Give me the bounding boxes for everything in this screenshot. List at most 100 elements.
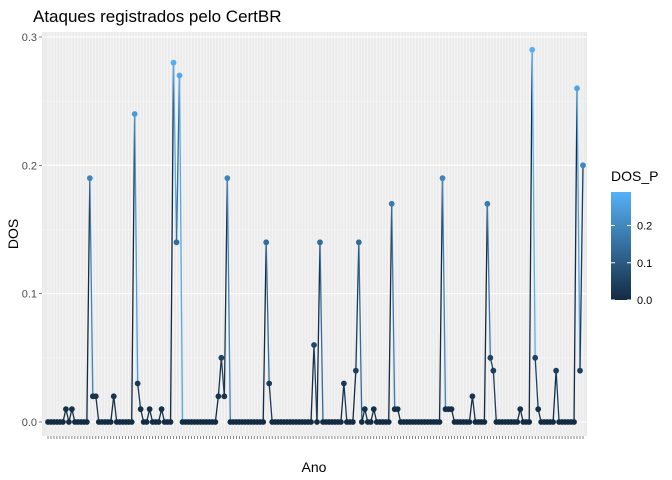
- line-segment: [492, 370, 497, 423]
- legend-ticks: 0.0 0.1 0.2: [611, 221, 652, 307]
- data-point: [338, 419, 344, 425]
- line-segment: [486, 203, 491, 358]
- data-point: [92, 393, 99, 400]
- line-segment: [268, 383, 273, 423]
- x-axis-ticks: [47, 436, 584, 439]
- data-point: [481, 419, 488, 425]
- data-point: [490, 367, 497, 374]
- data-point: [158, 406, 165, 413]
- line-segment: [319, 242, 324, 423]
- data-point: [176, 72, 183, 79]
- data-point: [484, 200, 491, 207]
- data-point: [66, 419, 72, 425]
- data-point: [370, 406, 377, 413]
- line-segment: [471, 396, 477, 423]
- y-tick-label: 0.3: [22, 32, 37, 44]
- line-segment: [217, 357, 223, 397]
- line-segment: [483, 203, 489, 423]
- data-point: [143, 419, 150, 425]
- data-point: [550, 419, 557, 425]
- data-point: [574, 85, 580, 92]
- chart-title: Ataques registrados pelo CertBR: [33, 7, 282, 26]
- data-point: [215, 393, 222, 400]
- line-segment: [131, 113, 136, 423]
- data-point: [155, 419, 162, 425]
- line-segment: [214, 396, 220, 423]
- line-segment: [178, 75, 184, 423]
- data-point: [212, 419, 219, 425]
- line-segment: [113, 396, 118, 423]
- data-point: [224, 175, 231, 182]
- line-segment: [89, 178, 94, 397]
- y-tick-label: 0.1: [22, 289, 37, 301]
- legend-tick-label: 0.0: [637, 295, 652, 307]
- data-point: [167, 419, 174, 425]
- data-point: [314, 419, 320, 425]
- data-point: [580, 162, 586, 169]
- data-point: [388, 200, 395, 207]
- data-point: [69, 406, 75, 413]
- legend-title: DOS_P: [611, 168, 658, 184]
- data-point: [340, 380, 347, 387]
- line-segment: [175, 75, 181, 243]
- data-point: [260, 419, 267, 425]
- y-tick-label: 0.2: [22, 160, 37, 172]
- line-segment: [531, 49, 536, 358]
- y-tick-label: 0.0: [22, 417, 37, 429]
- line-segment: [262, 242, 267, 423]
- line-segment: [528, 49, 533, 423]
- line-segment: [576, 88, 581, 371]
- x-axis-title: Ano: [302, 459, 327, 475]
- line-segment: [265, 242, 270, 384]
- line-segment: [134, 113, 139, 384]
- legend-colorbar: [611, 192, 631, 300]
- data-point: [448, 406, 455, 413]
- line-segment: [316, 242, 321, 423]
- data-point: [134, 380, 141, 387]
- line-segment: [579, 165, 584, 371]
- line-segment: [86, 178, 91, 423]
- data-point: [553, 367, 560, 374]
- data-point: [308, 419, 314, 425]
- data-point: [137, 406, 144, 413]
- data-point: [128, 419, 135, 425]
- data-point: [263, 239, 270, 246]
- line-segment: [352, 370, 357, 423]
- data-point: [131, 111, 138, 117]
- line-segment: [223, 178, 228, 397]
- data-point: [60, 419, 66, 425]
- data-point: [266, 380, 273, 387]
- data-point: [110, 393, 117, 400]
- data-point: [469, 393, 476, 400]
- data-point: [361, 406, 368, 413]
- line-segment: [555, 370, 560, 423]
- data-point: [218, 354, 225, 361]
- data-point: [466, 419, 473, 425]
- data-point: [173, 239, 180, 246]
- y-axis-title: DOS: [5, 219, 21, 249]
- line-segment: [391, 203, 396, 410]
- data-point: [63, 406, 69, 413]
- line-segment: [355, 242, 360, 371]
- line-segment: [313, 344, 318, 423]
- line-segment: [310, 344, 315, 423]
- data-point: [436, 419, 443, 425]
- line-segment: [226, 178, 231, 423]
- legend-tick-label: 0.2: [637, 221, 652, 233]
- data-point: [83, 419, 90, 425]
- data-point: [487, 354, 494, 361]
- line-segment: [110, 396, 115, 423]
- data-point: [86, 175, 93, 182]
- line-segment: [552, 370, 557, 423]
- line-segment: [534, 357, 539, 410]
- line-segment: [573, 88, 578, 423]
- data-point: [394, 406, 401, 413]
- data-point: [577, 367, 583, 374]
- line-segment: [172, 62, 178, 243]
- data-point: [526, 419, 533, 425]
- data-point: [385, 419, 392, 425]
- line-segment: [358, 242, 363, 423]
- line-segment: [343, 383, 348, 423]
- line-segment: [340, 383, 345, 423]
